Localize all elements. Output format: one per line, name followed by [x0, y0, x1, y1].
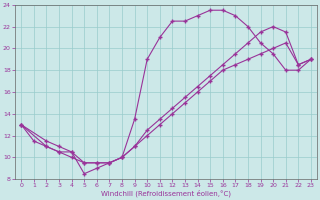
X-axis label: Windchill (Refroidissement éolien,°C): Windchill (Refroidissement éolien,°C): [101, 190, 231, 197]
